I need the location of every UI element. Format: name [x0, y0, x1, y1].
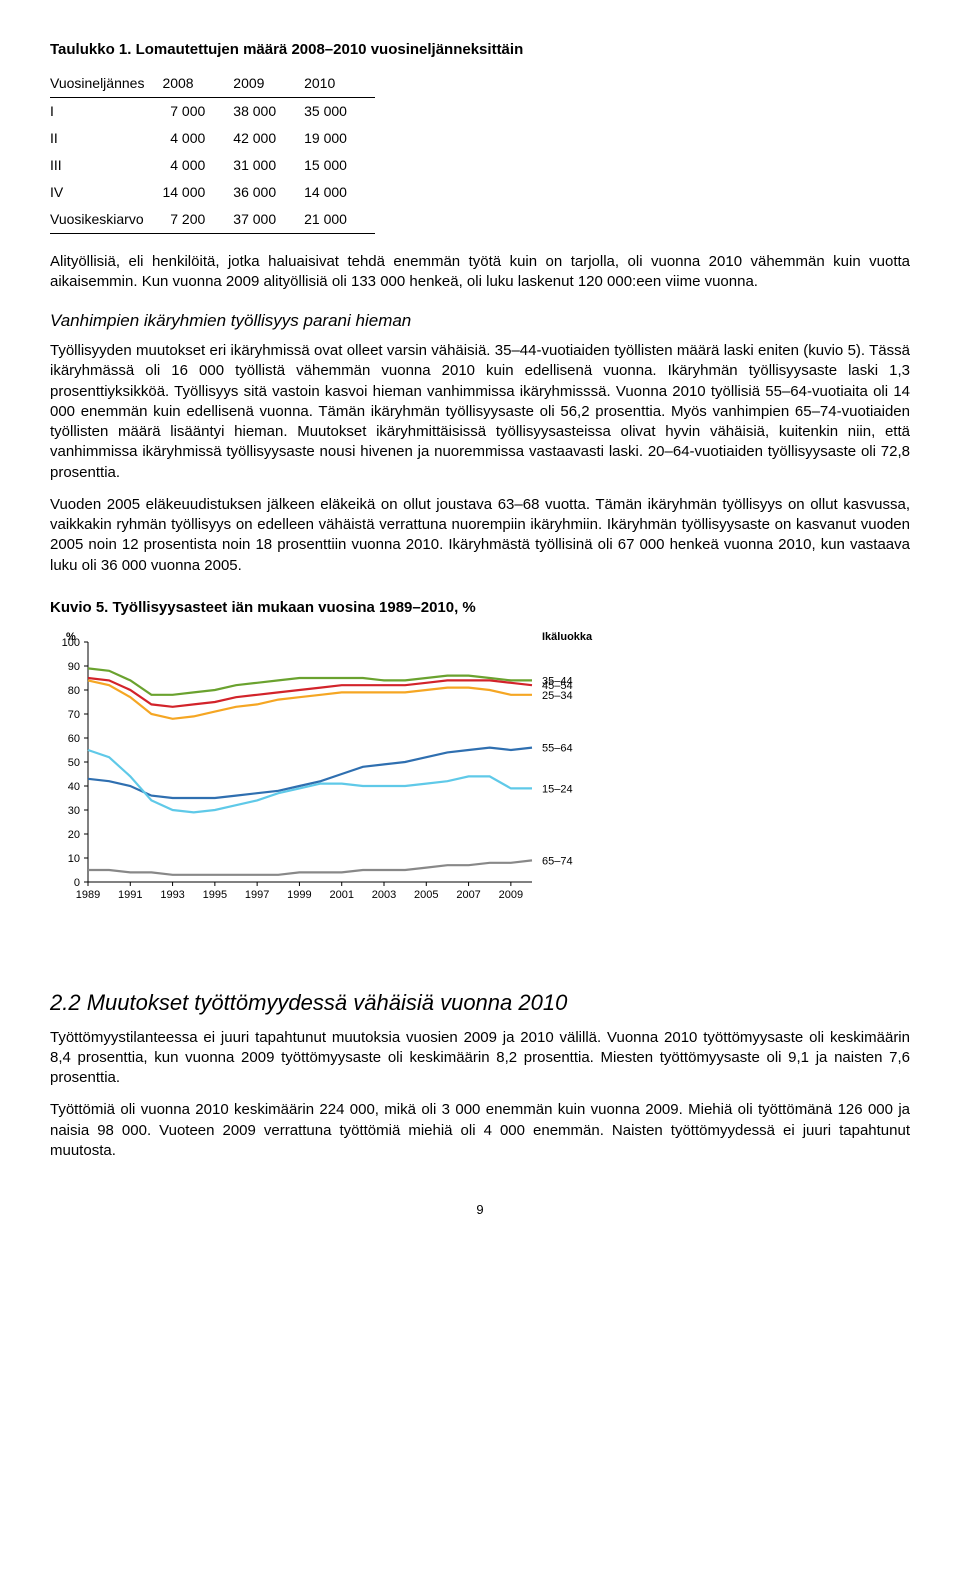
table-cell: IV [50, 179, 162, 206]
svg-text:55–64: 55–64 [542, 743, 573, 755]
table-cell: 7 200 [162, 206, 233, 233]
table-cell: 14 000 [304, 179, 375, 206]
chart-title: Kuvio 5. Työllisyysasteet iän mukaan vuo… [50, 598, 910, 618]
svg-text:0: 0 [74, 877, 80, 889]
line-chart: %Ikäluokka010203040506070809010019891991… [50, 628, 910, 908]
svg-text:2007: 2007 [456, 889, 480, 901]
svg-text:Ikäluokka: Ikäluokka [542, 631, 593, 643]
svg-text:70: 70 [68, 709, 80, 721]
svg-text:15–24: 15–24 [542, 783, 573, 795]
subheading: Vanhimpien ikäryhmien työllisyys parani … [50, 310, 910, 333]
table-cell: 42 000 [233, 125, 304, 152]
data-table: Vuosineljännes 2008 2009 2010 I7 00038 0… [50, 70, 375, 233]
paragraph: Vuoden 2005 eläkeuudistuksen jälkeen elä… [50, 495, 910, 576]
table-row: IV14 00036 00014 000 [50, 179, 375, 206]
svg-text:1995: 1995 [203, 889, 227, 901]
table-cell: 7 000 [162, 98, 233, 125]
svg-text:90: 90 [68, 661, 80, 673]
table-cell: 36 000 [233, 179, 304, 206]
svg-text:1999: 1999 [287, 889, 311, 901]
table-cell: Vuosikeskiarvo [50, 206, 162, 233]
table-cell: 19 000 [304, 125, 375, 152]
svg-text:2003: 2003 [372, 889, 396, 901]
svg-text:100: 100 [62, 637, 80, 649]
table-cell: III [50, 152, 162, 179]
paragraph: Alityöllisiä, eli henkilöitä, jotka halu… [50, 252, 910, 293]
svg-text:2009: 2009 [499, 889, 523, 901]
svg-text:1993: 1993 [160, 889, 184, 901]
paragraph: Työllisyyden muutokset eri ikäryhmissä o… [50, 341, 910, 483]
svg-text:2001: 2001 [329, 889, 353, 901]
svg-text:80: 80 [68, 685, 80, 697]
svg-text:1989: 1989 [76, 889, 100, 901]
table-row: II4 00042 00019 000 [50, 125, 375, 152]
table-cell: 4 000 [162, 152, 233, 179]
page-number: 9 [50, 1201, 910, 1219]
table-cell: 35 000 [304, 98, 375, 125]
table-cell: II [50, 125, 162, 152]
table-cell: 31 000 [233, 152, 304, 179]
table-cell: 21 000 [304, 206, 375, 233]
svg-text:2005: 2005 [414, 889, 438, 901]
col-header: Vuosineljännes [50, 70, 162, 97]
table-row: I7 00038 00035 000 [50, 98, 375, 125]
svg-text:40: 40 [68, 781, 80, 793]
paragraph: Työttömiä oli vuonna 2010 keskimäärin 22… [50, 1100, 910, 1161]
col-header: 2008 [162, 70, 233, 97]
table-cell: I [50, 98, 162, 125]
svg-text:60: 60 [68, 733, 80, 745]
svg-text:25–34: 25–34 [542, 690, 573, 702]
table-title: Taulukko 1. Lomautettujen määrä 2008–201… [50, 40, 910, 60]
table-cell: 37 000 [233, 206, 304, 233]
svg-text:20: 20 [68, 829, 80, 841]
table-cell: 15 000 [304, 152, 375, 179]
table-header-row: Vuosineljännes 2008 2009 2010 [50, 70, 375, 97]
table-cell: 4 000 [162, 125, 233, 152]
table-row: III4 00031 00015 000 [50, 152, 375, 179]
svg-text:65–74: 65–74 [542, 855, 573, 867]
svg-text:10: 10 [68, 853, 80, 865]
table-cell: 14 000 [162, 179, 233, 206]
svg-text:30: 30 [68, 805, 80, 817]
table-cell: 38 000 [233, 98, 304, 125]
col-header: 2010 [304, 70, 375, 97]
svg-text:1991: 1991 [118, 889, 142, 901]
col-header: 2009 [233, 70, 304, 97]
svg-text:1997: 1997 [245, 889, 269, 901]
table-row: Vuosikeskiarvo7 20037 00021 000 [50, 206, 375, 233]
svg-text:50: 50 [68, 757, 80, 769]
paragraph: Työttömyystilanteessa ei juuri tapahtunu… [50, 1028, 910, 1089]
section-heading: 2.2 Muutokset työttömyydessä vähäisiä vu… [50, 988, 910, 1018]
